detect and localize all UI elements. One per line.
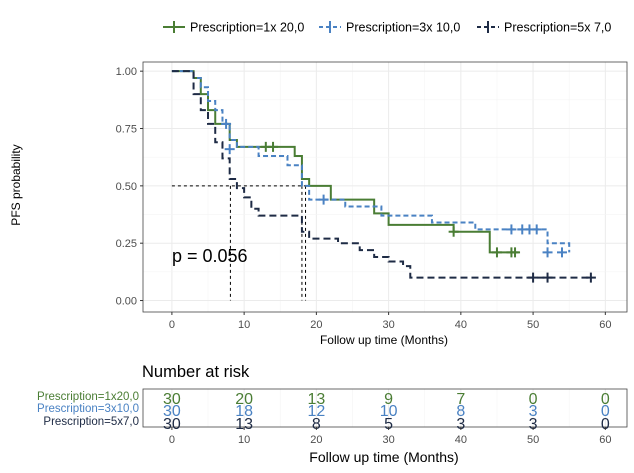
survival-curves	[171, 70, 591, 279]
risk-count: 10	[380, 403, 398, 420]
risk-count: 3	[456, 416, 465, 433]
risk-count: 30	[163, 391, 181, 408]
risk-x-tick-label: 60	[599, 434, 611, 446]
x-tick-label: 30	[382, 319, 394, 331]
risk-row-label: Prescription=1x20,0	[37, 391, 139, 403]
risk-x-tick-label: 10	[238, 434, 250, 446]
y-axis-title: PFS probability	[9, 144, 23, 225]
risk-count: 13	[235, 416, 253, 433]
y-tick-label: 1.00	[116, 66, 137, 78]
risk-table-rows: Prescription=1x20,0 30 20 13 9 7 0 0Prescriptio…	[37, 391, 610, 433]
risk-row-label: Prescription=3x10,0	[37, 403, 139, 415]
risk-count: 9	[384, 391, 393, 408]
risk-x-tick-label: 40	[455, 434, 467, 446]
risk-count: 30	[163, 403, 181, 420]
y-tick-label: 0.25	[116, 238, 137, 250]
y-tick-label: 0.00	[116, 296, 137, 308]
risk-count: 0	[601, 391, 610, 408]
risk-x-tick-label: 30	[382, 434, 394, 446]
risk-count: 30	[163, 416, 181, 433]
censor-marks	[221, 118, 596, 283]
risk-x-tick-label: 50	[527, 434, 539, 446]
main-plot-ticks: 0 10 20 30 40 50 60 0.00 0.25 0.50 0.75 1.00	[116, 66, 612, 331]
x-tick-label: 0	[169, 319, 175, 331]
main-plot-grid	[142, 61, 628, 313]
median-lines	[171, 185, 307, 301]
legend-label-3: Prescription=5x 7,0	[504, 21, 611, 35]
risk-count: 12	[307, 403, 325, 420]
risk-count: 5	[384, 416, 393, 433]
legend-label-1: Prescription=1x 20,0	[190, 21, 304, 35]
x-axis-title: Follow up time (Months)	[320, 333, 448, 347]
risk-count: 3	[529, 416, 538, 433]
risk-count: 3	[529, 403, 538, 420]
survival-curve-2	[171, 70, 571, 253]
risk-table-ticks: 0 10 20 30 40 50 60	[169, 427, 611, 446]
x-tick-label: 40	[455, 319, 467, 331]
risk-count: 8	[312, 416, 321, 433]
y-tick-label: 0.75	[116, 124, 137, 136]
x-tick-label: 10	[238, 319, 250, 331]
risk-x-tick-label: 0	[169, 434, 175, 446]
risk-count: 13	[307, 391, 325, 408]
x-tick-label: 60	[599, 319, 611, 331]
risk-count: 0	[601, 416, 610, 433]
risk-table-grid	[142, 388, 628, 428]
risk-panel-border	[142, 388, 628, 428]
risk-x-axis-title: Follow up time (Months)	[309, 449, 458, 465]
risk-table-title: Number at risk	[142, 363, 250, 381]
risk-count: 0	[529, 391, 538, 408]
main-panel-border	[142, 61, 628, 313]
legend: Prescription=1x 20,0 Prescription=3x 10,0…	[163, 21, 611, 35]
survival-curve-3	[171, 70, 591, 279]
risk-count: 0	[601, 403, 610, 420]
risk-count: 7	[456, 391, 465, 408]
risk-row-label: Prescription=5x7,0	[43, 416, 139, 428]
x-tick-label: 50	[527, 319, 539, 331]
p-value-annotation: p = 0.056	[172, 246, 248, 266]
survival-curve-1	[171, 70, 519, 254]
legend-label-2: Prescription=3x 10,0	[346, 21, 460, 35]
risk-count: 8	[456, 403, 465, 420]
y-tick-label: 0.50	[116, 181, 137, 193]
risk-count: 20	[235, 391, 253, 408]
x-tick-label: 20	[310, 319, 322, 331]
risk-count: 18	[235, 403, 253, 420]
risk-x-tick-label: 20	[310, 434, 322, 446]
